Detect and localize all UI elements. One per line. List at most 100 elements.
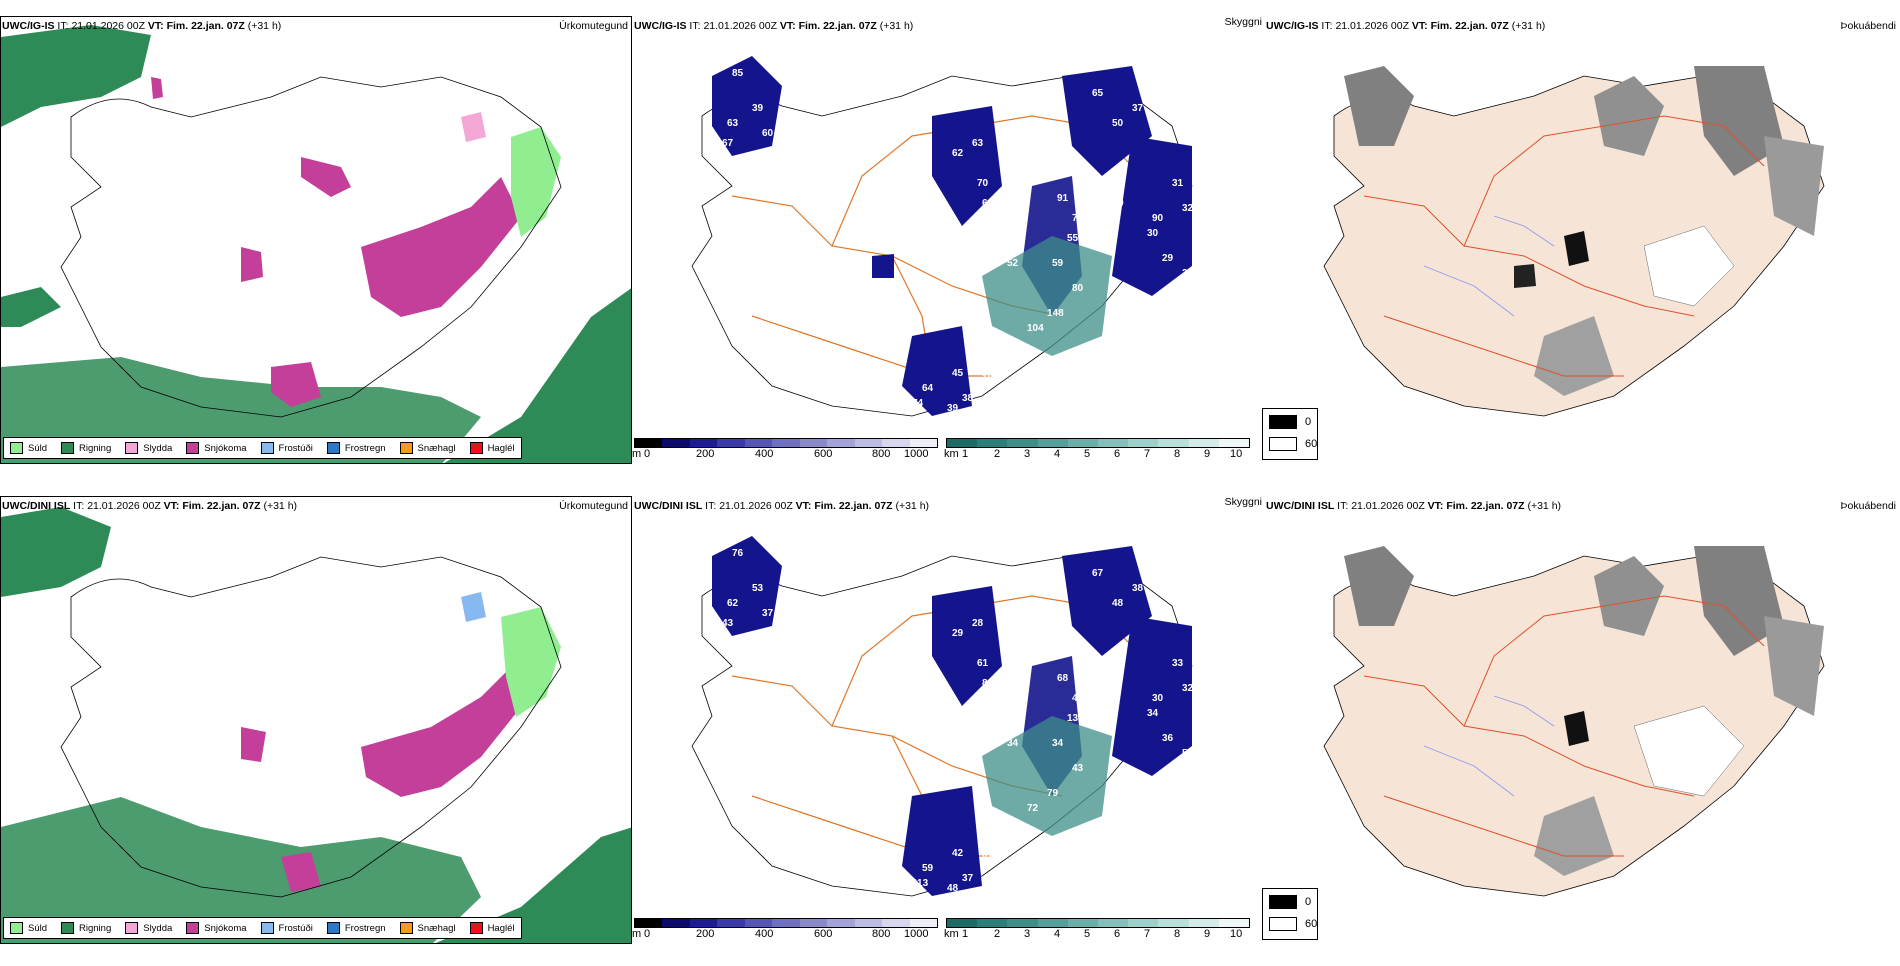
cloud-base-value: 89 <box>1132 793 1144 804</box>
precip-type-panel: Súld Rigning Slydda Snjókoma Frostúði Fr… <box>0 496 632 966</box>
fog-legend-item-0: 0 <box>1269 415 1311 429</box>
legend-item-slydda: Slydda <box>125 922 172 934</box>
cloud-base-value: 29 <box>1162 253 1174 264</box>
cloud-base-value: 36 <box>1162 733 1174 744</box>
legend-item-frostudi: Frostúði <box>260 922 313 934</box>
cloud-base-value: 61 <box>977 658 989 669</box>
cloud-base-value: 59 <box>1052 258 1064 269</box>
precip-type-map: Súld Rigning Slydda Snjókoma Frostúði Fr… <box>0 16 632 464</box>
cloud-base-value: 37 <box>1132 103 1144 114</box>
cloud-base-value: 34 <box>1007 738 1019 749</box>
legend-item-snjokoma: Snjókoma <box>186 442 247 454</box>
legend-item-haglel: Haglél <box>469 442 515 454</box>
cloud-base-value: 125 <box>832 758 849 769</box>
fog-legend-item-0: 0 <box>1269 895 1311 909</box>
ceiling-colorbar <box>634 438 938 448</box>
cloud-base-value: 50 <box>1112 118 1124 129</box>
panel-title: UWC/DINI ISL IT: 21.01.2026 00Z VT: Fim.… <box>2 500 298 512</box>
cloud-base-value: 67 <box>722 138 734 149</box>
panel-title: UWC/IG-IS IT: 21.01.2026 00Z VT: Fim. 22… <box>1266 20 1546 32</box>
cloud-base-value: 38 <box>1132 583 1144 594</box>
cloud-base-value: 230 <box>1107 198 1124 209</box>
visibility-colorbar-labels: km 1 2 3 4 5 6 7 8 9 10 <box>944 448 1243 460</box>
cloud-base-value: 84 <box>982 853 994 864</box>
legend-item-sudl: Súld <box>10 442 47 454</box>
legend-item-frostregn: Frostregn <box>326 442 386 454</box>
cloud-base-value: 34 <box>1052 738 1064 749</box>
cloud-base-value: 30 <box>1147 228 1159 239</box>
cloud-base-value: 56 <box>1137 773 1149 784</box>
legend-item-rigning: Rigning <box>61 922 111 934</box>
precip-legend: Súld Rigning Slydda Snjókoma Frostúði Fr… <box>3 437 522 459</box>
panel-title: UWC/DINI ISL IT: 21.01.2026 00Z VT: Fim.… <box>1266 500 1562 512</box>
cloud-base-value: 63 <box>727 118 739 129</box>
panel-variable-label: Þokuábendi <box>1840 500 1896 512</box>
cloud-base-value: 85 <box>732 68 744 79</box>
cloud-base-value: 76 <box>732 548 744 559</box>
cloud-base-value: 109 <box>982 373 999 384</box>
ceiling-colorbar-labels: m 0 200 400 600 800 1000 <box>632 448 929 460</box>
legend-item-haglel: Haglél <box>469 922 515 934</box>
cloud-base-value: 39 <box>947 403 959 414</box>
panel-variable-label: Skyggni <box>1224 496 1262 508</box>
cloud-base-value: 43 <box>1072 763 1084 774</box>
panel-variable-label: Þokuábendi <box>1840 20 1896 32</box>
cloud-base-value: 36 <box>1122 808 1134 819</box>
legend-item-slydda: Slydda <box>125 442 172 454</box>
forecast-row-1: Súld Rigning Slydda Snjókoma Frostúði Fr… <box>0 16 1900 486</box>
precip-type-map: Súld Rigning Slydda Snjókoma Frostúði Fr… <box>0 496 632 944</box>
cloud-base-value: 76 <box>1072 213 1084 224</box>
cloud-base-value: 33 <box>1172 658 1184 669</box>
legend-item-frostudi: Frostúði <box>260 442 313 454</box>
cloud-base-value: 63 <box>972 138 984 149</box>
cloud-base-value: 53 <box>752 583 764 594</box>
cloud-base-value: 56 <box>992 828 1004 839</box>
cloud-base-value: 80 <box>1072 283 1084 294</box>
cloud-base-value: 38 <box>962 393 974 404</box>
cloud-base-value: 32 <box>1182 683 1194 694</box>
cloud-base-value: 28 <box>1182 268 1194 279</box>
cloud-base-value: 60 <box>762 128 774 139</box>
cloud-base-value: 59 <box>922 863 934 874</box>
ceiling-colorbar-labels: m 0 200 400 600 800 1000 <box>632 928 929 940</box>
fog-indicator-panel: UWC/IG-IS IT: 21.01.2026 00Z VT: Fim. 22… <box>1262 16 1900 486</box>
cloud-base-value: 36 <box>1137 293 1149 304</box>
cloud-base-value: 148 <box>1047 308 1064 319</box>
cloud-base-value: 91 <box>1057 193 1069 204</box>
cloud-base-value: 31 <box>1172 178 1184 189</box>
panel-variable-label: Úrkomutegund <box>559 20 628 32</box>
precip-type-panel: Súld Rigning Slydda Snjókoma Frostúði Fr… <box>0 16 632 486</box>
cloud-base-value: 85 <box>992 698 1004 709</box>
legend-item-snaehagl: Snæhagl <box>399 442 456 454</box>
cloud-base-value: 48 <box>1112 598 1124 609</box>
cloud-base-value: 55 <box>1182 748 1194 759</box>
cloud-base-value: 37 <box>962 873 974 884</box>
cloud-base-value: 200 <box>832 278 849 289</box>
panel-variable-label: Úrkomutegund <box>559 500 628 512</box>
cloud-base-value: 90 <box>1152 213 1164 224</box>
cloud-base-value: 72 <box>1027 803 1039 814</box>
cloud-base-value: 77 <box>992 218 1004 229</box>
panel-title: UWC/IG-IS IT: 21.01.2026 00Z VT: Fim. 22… <box>2 20 282 32</box>
cloud-base-value: 136 <box>1067 713 1084 724</box>
cloud-base-value: 25 <box>1122 328 1134 339</box>
cloud-base-value: 79 <box>1107 678 1119 689</box>
cloud-base-value: 82 <box>982 678 994 689</box>
cloud-visibility-panel: 85 39 60 63 67 113 65 50 37 62 63 70 60 77 91 76 55 230 31… <box>632 16 1264 486</box>
cloud-base-value: 37 <box>762 608 774 619</box>
cloud-base-value: 55 <box>992 348 1004 359</box>
cloud-base-value: 113 <box>912 878 929 889</box>
cloud-base-value: 43 <box>722 618 734 629</box>
panel-variable-label: Skyggni <box>1224 16 1262 28</box>
cloud-base-value: 47 <box>1072 693 1084 704</box>
fog-map <box>1264 516 1900 916</box>
cloud-base-value: 48 <box>947 883 959 894</box>
cloud-base-value: 52 <box>1007 258 1019 269</box>
legend-item-snjokoma: Snjókoma <box>186 922 247 934</box>
precip-legend: Súld Rigning Slydda Snjókoma Frostúði Fr… <box>3 917 522 939</box>
cloud-base-value: 34 <box>1132 313 1144 324</box>
fog-indicator-panel: UWC/DINI ISL IT: 21.01.2026 00Z VT: Fim.… <box>1262 496 1900 966</box>
cloud-base-value: 68 <box>1057 673 1069 684</box>
